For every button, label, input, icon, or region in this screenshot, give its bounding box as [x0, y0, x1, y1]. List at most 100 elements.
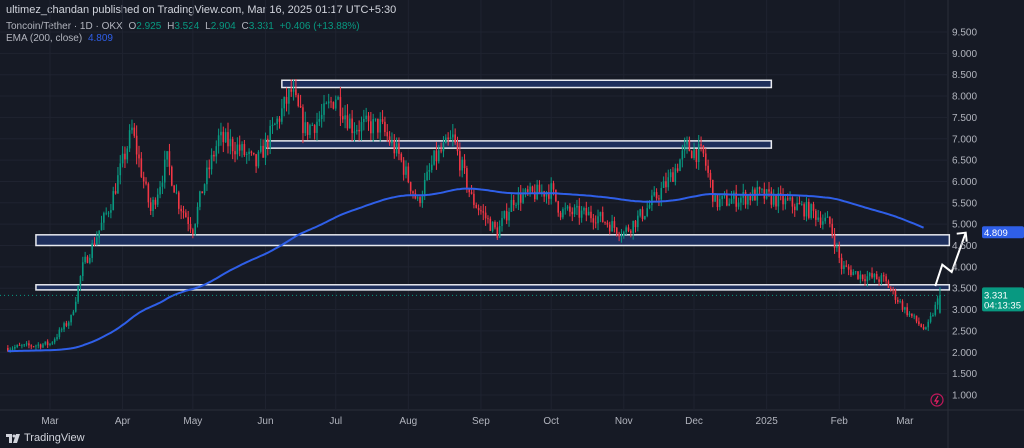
candle-body [468, 188, 471, 193]
candle-body [437, 150, 440, 162]
candle-body [503, 211, 506, 219]
candle-body [377, 118, 379, 133]
candle-body [56, 337, 58, 340]
candle-body [170, 166, 173, 186]
symbol-label[interactable]: Toncoin/Tether · 1D · OKX [6, 21, 123, 32]
candle-body [552, 183, 555, 190]
ema-price-badge [982, 226, 1024, 239]
candle-body [21, 345, 23, 347]
candle-body [182, 211, 185, 213]
candle-body [264, 138, 267, 158]
candle-body [381, 119, 384, 122]
candle-body [749, 195, 752, 201]
candle-body [836, 246, 838, 248]
candle-body [28, 343, 30, 346]
candle-body [491, 221, 494, 231]
candle-body [622, 231, 625, 236]
tradingview-logo[interactable]: TradingView [6, 432, 85, 444]
candle-body [311, 125, 314, 126]
candle-body [60, 329, 63, 331]
candle-body [114, 191, 117, 194]
candle-body [529, 186, 531, 192]
candle-body [630, 230, 632, 233]
candle-body [236, 144, 239, 155]
candle-body [405, 166, 407, 175]
candle-body [533, 191, 536, 200]
candle-body [899, 301, 901, 303]
lightning-icon[interactable] [930, 393, 944, 407]
candle-body [707, 165, 709, 173]
candle-body [274, 123, 276, 125]
candle-body [634, 220, 637, 228]
candle-body [353, 131, 356, 134]
candle-body [555, 189, 557, 202]
candle-body [290, 89, 293, 92]
candle-body [96, 237, 98, 245]
candle-body [892, 289, 894, 291]
candle-body [37, 344, 40, 346]
candle-body [7, 347, 9, 352]
candle-body [194, 223, 197, 234]
candle-body [786, 198, 789, 200]
candle-body [646, 208, 649, 217]
candle-body [723, 194, 726, 196]
projection-arrow [0, 231, 968, 296]
candle-body [515, 204, 517, 206]
candle-body [733, 192, 735, 199]
candle-body [608, 224, 611, 232]
candle-body [107, 212, 110, 214]
y-tick-label: 9.500 [952, 28, 977, 39]
candle-body [494, 221, 496, 228]
candle-body [245, 154, 248, 156]
candle-body [344, 115, 346, 120]
candle-body [292, 89, 295, 92]
candle-body [459, 151, 461, 171]
candle-body [435, 150, 438, 162]
candle-body [653, 192, 656, 196]
candle-body [187, 217, 189, 224]
candle-body [679, 159, 681, 171]
candle-body [466, 168, 468, 189]
candle-body [302, 107, 304, 134]
ema-line [7, 187, 924, 353]
candle-body [686, 140, 688, 145]
candle-body [93, 243, 96, 245]
candle-body [693, 149, 695, 159]
price-axis[interactable]: 9.500 9.000 8.500 8.000 7.500 7.000 6.500 6.000… [952, 28, 1024, 402]
candles [7, 79, 941, 353]
candle-body [681, 150, 684, 160]
candle-body [665, 181, 667, 188]
candle-body [400, 153, 403, 161]
candle-body [674, 168, 677, 182]
candle-body [597, 216, 599, 224]
candle-body [166, 151, 168, 160]
candle-body [808, 201, 810, 218]
zone-rectangle [35, 234, 951, 247]
candle-body [480, 210, 482, 212]
ema-label[interactable]: EMA (200, close) [6, 33, 83, 44]
candle-body [793, 206, 796, 210]
candle-body [243, 144, 246, 156]
candle-body [262, 145, 264, 158]
candle-body [709, 172, 712, 180]
candle-body [824, 217, 827, 222]
time-axis[interactable]: Mar Apr May Jun Jul Aug Sep Oct Nov Dec 2025 Feb Mar [41, 416, 914, 427]
candle-body [433, 150, 435, 165]
candle-body [384, 121, 386, 133]
candle-body [716, 194, 719, 208]
candle-body [730, 198, 733, 204]
candle-body [576, 205, 578, 208]
candle-body [126, 148, 129, 160]
candle-body [241, 144, 243, 151]
candle-body [789, 197, 791, 200]
y-tick-label: 9.000 [952, 49, 977, 60]
candle-body [812, 204, 815, 211]
y-tick-label: 2.500 [952, 326, 977, 337]
y-tick-label: 7.000 [952, 134, 977, 145]
candle-body [803, 204, 805, 217]
candle-body [423, 179, 426, 196]
candle-body [672, 172, 674, 182]
candle-body [416, 197, 419, 199]
candle-body [697, 144, 700, 163]
